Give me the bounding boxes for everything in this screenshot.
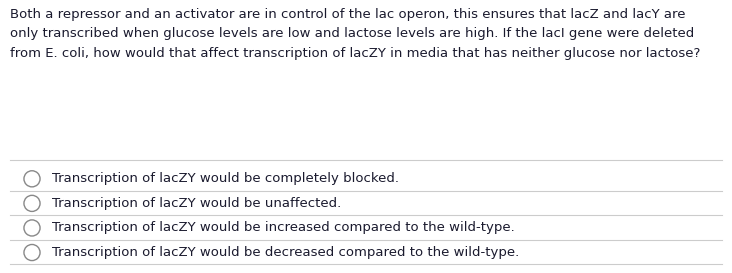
Text: Transcription of lacZY would be increased compared to the wild-type.: Transcription of lacZY would be increase…	[52, 221, 515, 235]
Text: Transcription of lacZY would be unaffected.: Transcription of lacZY would be unaffect…	[52, 197, 341, 210]
Text: Transcription of lacZY would be decreased compared to the wild-type.: Transcription of lacZY would be decrease…	[52, 246, 519, 259]
Text: Both a repressor and an activator are in control of the lac operon, this ensures: Both a repressor and an activator are in…	[10, 8, 701, 60]
Text: Transcription of lacZY would be completely blocked.: Transcription of lacZY would be complete…	[52, 172, 399, 185]
